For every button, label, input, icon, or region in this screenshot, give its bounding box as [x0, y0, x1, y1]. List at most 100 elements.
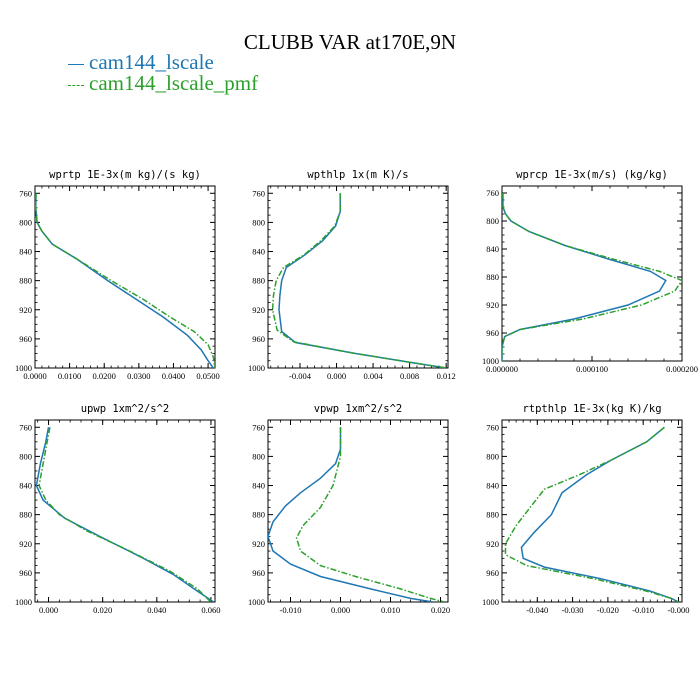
y-tick-label: 800: [486, 216, 499, 226]
x-tick-label: 0.060: [201, 605, 220, 615]
series-line-cam144-lscale: [278, 193, 447, 368]
y-tick-label: 920: [486, 539, 499, 549]
x-tick-label: 0.020: [431, 605, 450, 615]
x-tick-label: 0.010: [381, 605, 400, 615]
x-tick-label: -0.040: [526, 605, 548, 615]
page-title: CLUBB VAR at170E,9N: [243, 30, 457, 54]
y-tick-label: 1000: [15, 363, 32, 373]
series-line-cam144-lscale: [502, 193, 667, 361]
x-tick-label: 0.0200: [93, 371, 116, 381]
plot-frame: [501, 419, 683, 603]
subplot-title: wprcp 1E-3x(m/s) (kg/kg): [516, 169, 668, 181]
y-tick-label: 760: [486, 422, 499, 432]
legend-entry-cam144-lscale: cam144_lscale: [68, 50, 214, 75]
y-tick-label: 760: [252, 422, 265, 432]
subplot-title: wpthlp 1x(m K)/s: [307, 169, 408, 181]
series-line-cam144-lscale-pmf: [504, 426, 679, 602]
plot-frame: [267, 419, 449, 603]
y-tick-label: 880: [486, 510, 499, 520]
subplot-5: rtpthlp 1E-3x(kg K)/kg 760 800 840 880 920 960…: [482, 403, 689, 615]
x-tick-label: 0.008: [400, 371, 419, 381]
x-tick-label: -0.000: [667, 605, 689, 615]
x-tick-label: 0.004: [364, 371, 384, 381]
x-tick-label: 0.000: [331, 605, 350, 615]
x-tick-label: 0.0100: [58, 371, 81, 381]
legend-label: cam144_lscale: [89, 50, 214, 74]
y-tick-label: 760: [252, 188, 265, 198]
series-line-cam144-lscale-pmf: [295, 427, 445, 602]
subplot-0: wprtp 1E-3x(m kg)/(s kg) 760 800 840 880 920 9…: [15, 169, 220, 381]
subplot-title: upwp 1xm^2/s^2: [81, 403, 170, 415]
legend-line-icon: [68, 84, 84, 86]
y-tick-label: 760: [486, 188, 499, 198]
series-line-cam144-lscale: [268, 427, 434, 602]
y-tick-label: 920: [19, 305, 32, 315]
legend-line-icon: [68, 63, 84, 65]
subplot-title: wprtp 1E-3x(m kg)/(s kg): [49, 169, 201, 181]
y-tick-label: 760: [19, 188, 32, 198]
x-tick-label: 0.000: [327, 371, 346, 381]
x-tick-label: 0.0400: [162, 371, 185, 381]
x-tick-label: 0.0300: [127, 371, 150, 381]
y-tick-label: 1000: [482, 356, 499, 366]
y-tick-label: 920: [486, 300, 499, 310]
y-tick-label: 800: [19, 217, 32, 227]
y-tick-label: 960: [19, 334, 32, 344]
y-tick-label: 840: [19, 247, 32, 257]
y-tick-label: 800: [252, 217, 265, 227]
x-tick-label: 0.0000: [23, 371, 46, 381]
y-tick-label: 1000: [482, 597, 499, 607]
series-line-cam144-lscale: [35, 427, 215, 602]
subplot-4: vpwp 1xm^2/s^2 760 800 840 880 920 960 1000 -0.0…: [248, 403, 450, 615]
x-tick-label: 0.020: [93, 605, 112, 615]
subplot-2: wprcp 1E-3x(m/s) (kg/kg) 760 800 840 880 920 9…: [482, 169, 698, 374]
y-tick-label: 960: [19, 568, 32, 578]
series-line-cam144-lscale-pmf: [35, 193, 215, 368]
subplot-title: rtpthlp 1E-3x(kg K)/kg: [522, 403, 661, 415]
x-tick-label: 0.000: [39, 605, 58, 615]
y-tick-label: 1000: [248, 597, 265, 607]
plot-frame: [267, 185, 449, 369]
y-tick-label: 840: [252, 247, 265, 257]
series-line-cam144-lscale-pmf: [502, 193, 682, 361]
y-tick-label: 960: [486, 328, 499, 338]
y-tick-label: 1000: [248, 363, 265, 373]
x-tick-label: 0.000100: [576, 364, 608, 374]
y-tick-label: 800: [19, 451, 32, 461]
subplot-title: vpwp 1xm^2/s^2: [314, 403, 403, 415]
y-tick-label: 960: [252, 334, 265, 344]
y-tick-label: 920: [252, 539, 265, 549]
legend-entry-cam144-lscale-pmf: cam144_lscale_pmf: [68, 71, 258, 96]
y-tick-label: 880: [19, 276, 32, 286]
y-tick-label: 840: [486, 244, 499, 254]
x-tick-label: -0.010: [632, 605, 654, 615]
plot-frame: [34, 419, 216, 603]
x-tick-label: -0.004: [289, 371, 312, 381]
y-tick-label: 840: [486, 481, 499, 491]
x-tick-label: -0.030: [562, 605, 584, 615]
x-tick-label: -0.010: [280, 605, 302, 615]
x-tick-label: 0.000200: [666, 364, 698, 374]
series-line-cam144-lscale-pmf: [271, 193, 447, 368]
y-tick-label: 880: [486, 272, 499, 282]
y-tick-label: 960: [486, 568, 499, 578]
y-tick-label: 920: [252, 305, 265, 315]
y-tick-label: 800: [252, 451, 265, 461]
x-tick-label: 0.012: [437, 371, 456, 381]
y-tick-label: 840: [252, 481, 265, 491]
x-tick-label: -0.020: [597, 605, 619, 615]
y-tick-label: 880: [252, 276, 265, 286]
y-tick-label: 960: [252, 568, 265, 578]
y-tick-label: 760: [19, 422, 32, 432]
x-tick-label: 0.000000: [486, 364, 518, 374]
y-tick-label: 800: [486, 451, 499, 461]
series-line-cam144-lscale: [520, 426, 679, 602]
plot-frame: [34, 185, 216, 369]
series-line-cam144-lscale-pmf: [38, 427, 212, 602]
y-tick-label: 840: [19, 481, 32, 491]
subplot-1: wpthlp 1x(m K)/s 760 800 840 880 920 960 1000 -0…: [248, 169, 456, 381]
series-line-cam144-lscale: [35, 193, 214, 368]
legend-label: cam144_lscale_pmf: [89, 71, 259, 95]
y-tick-label: 1000: [15, 597, 32, 607]
